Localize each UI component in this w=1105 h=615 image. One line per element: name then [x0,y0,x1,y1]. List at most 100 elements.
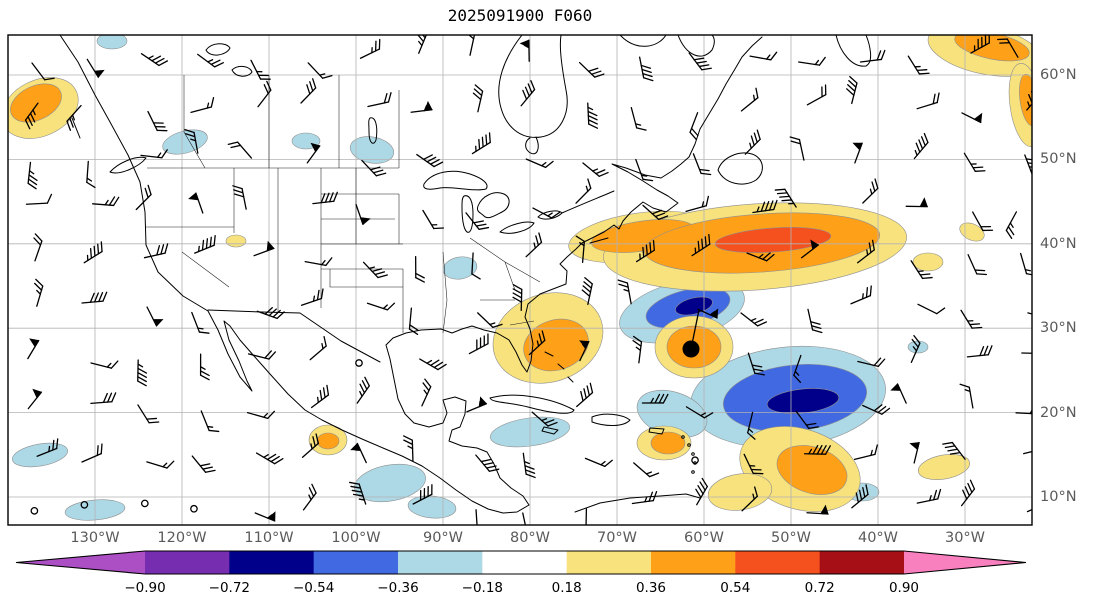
x-tick-label: 50°W [770,530,812,546]
colorbar-segment [313,551,399,574]
wind-barb [846,75,858,105]
y-tick-label: 10°N [1040,489,1077,505]
anomaly-region [349,136,395,164]
wind-barb [66,104,82,131]
anomaly-region [407,495,457,519]
calm-wind-circle [190,504,198,513]
wind-barb [639,56,654,82]
colorbar-tick-label: 0.36 [635,580,667,596]
wind-barb [578,61,605,78]
wind-barb [685,406,714,419]
wind-barb [635,158,654,182]
anomaly-region [912,252,944,272]
colorbar-segment [819,551,905,574]
wind-barb [416,35,428,54]
wind-barb [584,457,613,468]
colorbar-left-arrow [16,551,145,574]
island-dot [687,443,691,447]
wind-barb [349,481,367,505]
wind-barb [525,232,543,258]
wind-barb [25,193,53,205]
wind-barb [200,410,220,433]
wind-barb [465,212,490,230]
wind-barb [350,442,367,464]
wind-barb [81,443,103,463]
anomaly-region [650,431,686,455]
storm-center-dot [682,340,700,358]
wind-barb [1026,502,1032,513]
anomaly-region [918,454,970,480]
x-tick-label: 70°W [596,530,638,546]
x-tick-label: 100°W [331,530,381,546]
wind-barb [695,477,708,506]
wind-barb [1024,154,1032,177]
colorbar-tick-label: 0.90 [888,580,920,596]
wind-barb [851,484,869,509]
wind-barbs [24,35,1032,525]
colorbar-segment [145,551,230,574]
wind-barb [27,388,43,410]
wind-barb [312,191,338,205]
wind-barb [422,209,445,230]
wind-barb [585,508,592,525]
island-dot [691,470,695,474]
wind-barb [475,509,479,525]
wind-barb [307,62,333,79]
map-border [7,34,1033,526]
wind-barb [91,196,120,207]
wind-barb [961,112,983,124]
wind-barb [692,153,712,176]
colorbar-tick-label: 0.72 [804,580,835,596]
wind-barb [188,192,204,214]
wind-barb [966,345,993,358]
wind-barb [528,330,546,356]
wind-barb [300,78,317,104]
island-dot [691,452,695,456]
wind-barb [907,55,930,75]
wind-barb [355,203,371,226]
wind-barb [581,277,593,306]
wind-barb [465,35,476,56]
wind-barb [36,438,59,457]
wind-barb [576,382,594,408]
wind-barb [247,350,277,360]
wind-barb [140,53,169,67]
wind-barb [633,462,660,478]
wind-barb [416,153,444,168]
wind-barb [471,132,491,155]
wind-barb [302,483,317,511]
wind-barb [472,84,484,113]
wind-barb [477,312,503,329]
wind-barb [304,257,333,267]
anomaly-region [959,222,985,242]
anomaly-region [316,432,340,450]
y-tick-label: 60°N [1040,67,1077,83]
wind-barb [631,490,658,505]
wind-barb [688,52,712,71]
wind-barb [800,239,820,259]
anomaly-region [954,35,1030,62]
wind-barb [641,393,669,404]
wind-barb [859,49,886,63]
wind-barb [744,129,761,155]
wind-barb [747,352,765,376]
wind-barb [408,307,419,336]
wind-barb [582,162,609,177]
wind-barb [793,354,802,384]
wind-barb [246,410,276,419]
colorbar-tick-label: −0.90 [124,580,166,596]
wind-barb [520,80,536,107]
wind-barb [471,252,481,280]
wind-barb [942,441,966,460]
wind-barb [856,239,875,264]
wind-barb [410,100,433,113]
wind-barb [512,284,523,312]
x-tick-label: 120°W [157,530,207,546]
wind-barb [617,279,632,305]
wind-barb [257,80,272,108]
wind-barb [90,392,117,405]
wind-barb [31,62,55,81]
calm-wind-circle [691,456,699,465]
wind-barb [403,435,414,462]
anomaly-region [776,445,848,495]
